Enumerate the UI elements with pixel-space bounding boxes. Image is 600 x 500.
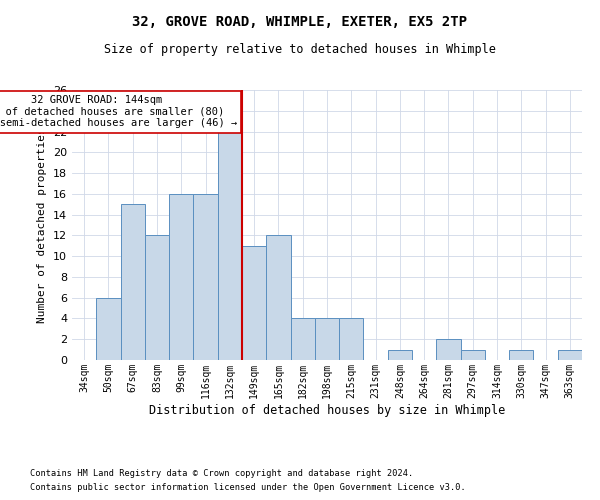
Bar — [290, 318, 315, 360]
Bar — [169, 194, 193, 360]
Bar — [266, 236, 290, 360]
Bar — [96, 298, 121, 360]
Bar — [436, 339, 461, 360]
Bar — [388, 350, 412, 360]
Text: Size of property relative to detached houses in Whimple: Size of property relative to detached ho… — [104, 42, 496, 56]
Bar — [242, 246, 266, 360]
Bar — [558, 350, 582, 360]
Bar — [145, 236, 169, 360]
Bar — [121, 204, 145, 360]
Bar — [218, 132, 242, 360]
Text: 32, GROVE ROAD, WHIMPLE, EXETER, EX5 2TP: 32, GROVE ROAD, WHIMPLE, EXETER, EX5 2TP — [133, 15, 467, 29]
Bar — [315, 318, 339, 360]
Bar — [193, 194, 218, 360]
Text: Contains public sector information licensed under the Open Government Licence v3: Contains public sector information licen… — [30, 484, 466, 492]
X-axis label: Distribution of detached houses by size in Whimple: Distribution of detached houses by size … — [149, 404, 505, 416]
Bar — [509, 350, 533, 360]
Bar — [461, 350, 485, 360]
Bar — [339, 318, 364, 360]
Text: Contains HM Land Registry data © Crown copyright and database right 2024.: Contains HM Land Registry data © Crown c… — [30, 468, 413, 477]
Y-axis label: Number of detached properties: Number of detached properties — [37, 127, 47, 323]
Text: 32 GROVE ROAD: 144sqm
← 63% of detached houses are smaller (80)
36% of semi-deta: 32 GROVE ROAD: 144sqm ← 63% of detached … — [0, 95, 237, 128]
